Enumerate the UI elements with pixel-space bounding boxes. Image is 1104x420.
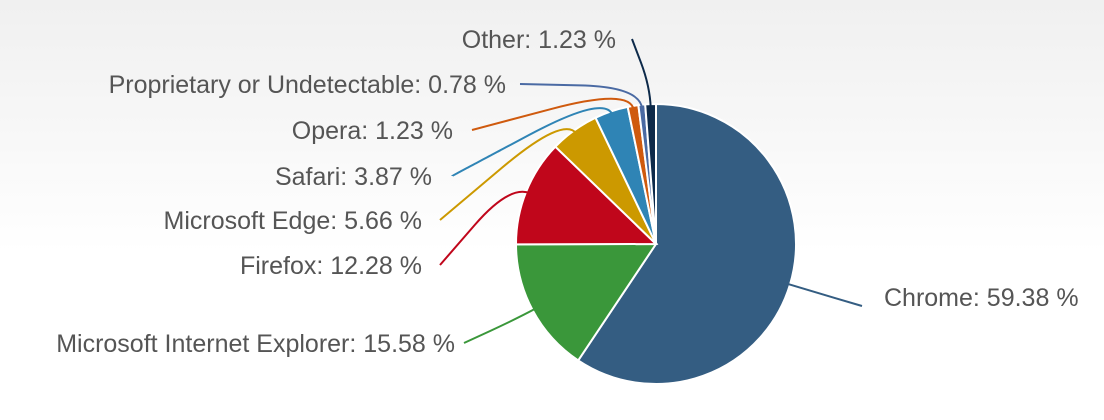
data-label-chrome: Chrome: 59.38 %: [884, 284, 1079, 312]
leader-line-safari: [451, 107, 614, 177]
data-label-firefox: Firefox: 12.28 %: [240, 252, 422, 280]
data-label-opera: Opera: 1.23 %: [292, 117, 453, 145]
data-label-safari: Safari: 3.87 %: [275, 163, 432, 191]
data-label-microsoft-edge: Microsoft Edge: 5.66 %: [164, 207, 422, 235]
leader-line-microsoft-internet-explorer: [463, 307, 537, 344]
data-labels: Chrome: 59.38 % Microsoft Internet Explor…: [56, 26, 1078, 358]
leader-line-other: [631, 38, 652, 109]
pie-slices: [514, 102, 797, 385]
leader-lines: [439, 38, 863, 344]
leader-line-firefox: [439, 190, 531, 266]
data-label-microsoft-internet-explorer: Microsoft Internet Explorer: 15.58 %: [56, 330, 455, 358]
leader-line-opera: [471, 97, 635, 131]
leader-line-chrome: [785, 282, 863, 307]
leader-line-microsoft-edge: [439, 128, 578, 221]
data-label-other: Other: 1.23 %: [462, 26, 616, 54]
leader-line-proprietary-or-undetectable: [519, 83, 644, 109]
data-label-proprietary-or-undetectable: Proprietary or Undetectable: 0.78 %: [109, 71, 506, 99]
